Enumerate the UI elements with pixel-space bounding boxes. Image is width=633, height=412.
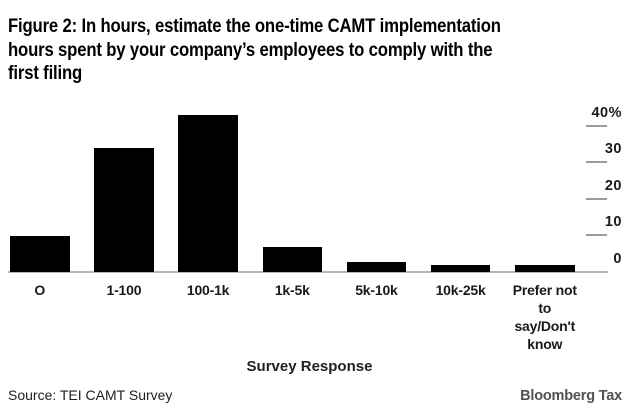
bar [10,235,70,273]
y-axis-tick [586,124,607,127]
x-axis-label: 1k-5k [274,282,310,298]
y-axis-label: 0 [613,251,622,267]
y-axis-label: 20 [604,177,622,194]
x-axis-label: 5k-10k [355,282,398,298]
x-axis-label: O [34,282,46,298]
bloomberg-tax-logo: Bloomberg Tax [520,388,622,404]
x-axis-label: 10k-25k [435,282,486,298]
y-axis-tick [586,161,607,164]
y-axis-label: 30 [604,141,622,158]
bar [94,148,154,273]
figure-title: Figure 2: In hours, estimate the one-tim… [8,16,501,84]
bar [515,265,575,273]
x-axis-label: Prefer not to say/Don't know [512,282,577,352]
y-axis-tick [586,197,607,200]
bar [262,246,322,273]
y-axis-label: 10 [604,214,622,231]
x-axis-title: Survey Response [246,358,373,375]
bar [430,265,491,273]
x-axis-label: 100-1k [186,282,230,298]
y-axis-label: 40% [591,104,622,121]
source-note: Source: TEI CAMT Survey [8,387,173,403]
y-axis-tick [586,234,607,237]
bar [346,261,407,273]
x-axis-label: 1-100 [106,282,142,298]
bar [178,115,238,273]
